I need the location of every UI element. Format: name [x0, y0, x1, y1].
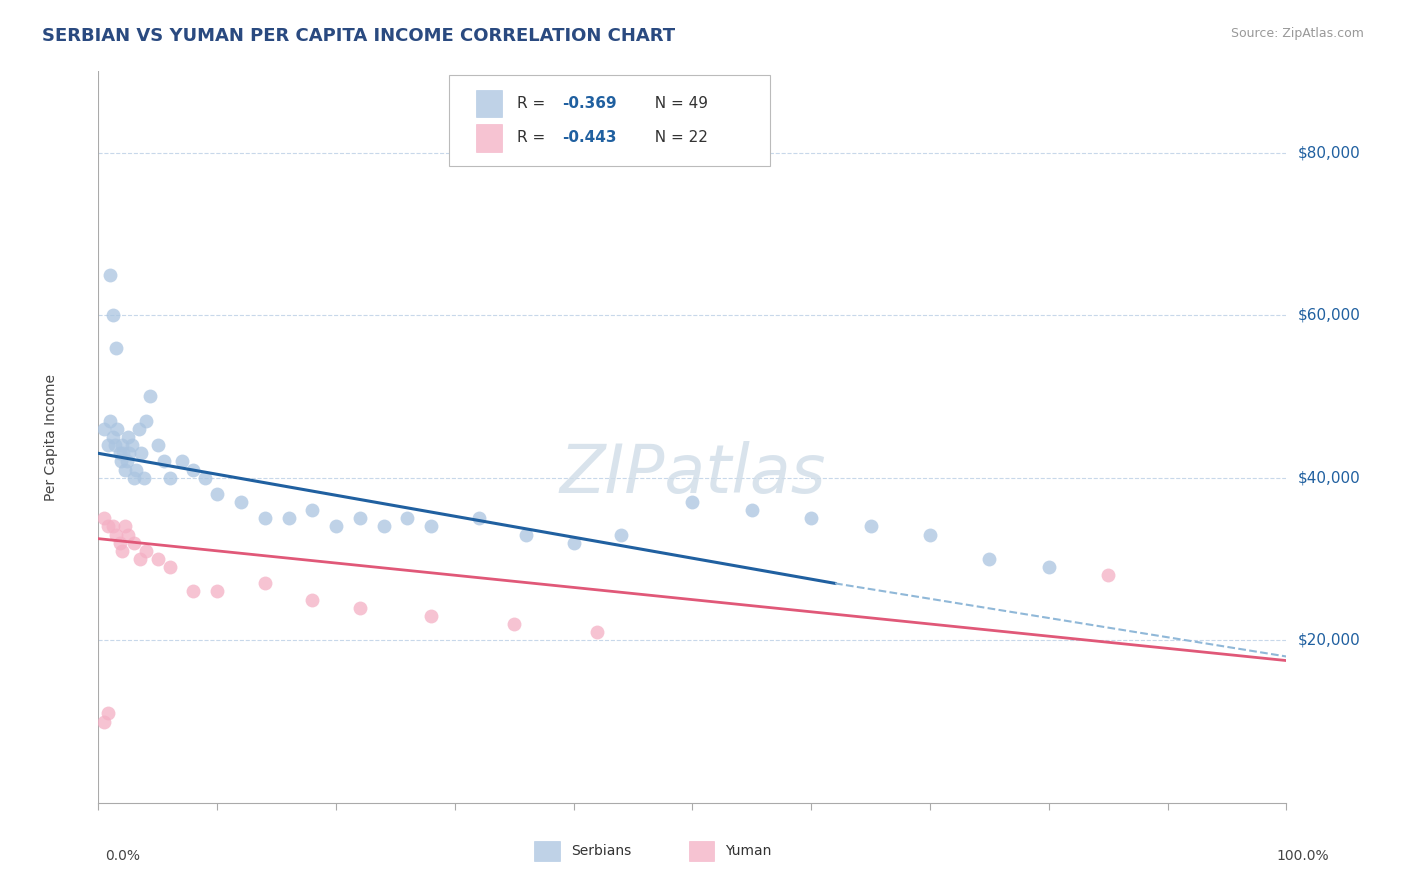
- Point: [1097, 568, 1119, 582]
- Point: [98, 268, 121, 282]
- Text: N = 49: N = 49: [645, 96, 709, 111]
- Point: [93, 511, 115, 525]
- Text: $60,000: $60,000: [1298, 308, 1361, 323]
- FancyBboxPatch shape: [477, 89, 502, 118]
- Point: [146, 552, 169, 566]
- Point: [135, 544, 157, 558]
- Point: [859, 519, 882, 533]
- Point: [93, 714, 115, 729]
- Point: [117, 527, 139, 541]
- Point: [979, 552, 1001, 566]
- Text: Yuman: Yuman: [725, 844, 772, 858]
- Text: R =: R =: [516, 96, 550, 111]
- Point: [741, 503, 763, 517]
- Point: [515, 527, 537, 541]
- Point: [681, 495, 703, 509]
- Point: [101, 430, 124, 444]
- Point: [105, 341, 128, 355]
- Point: [152, 454, 174, 468]
- Point: [118, 446, 141, 460]
- Point: [503, 617, 526, 632]
- Point: [183, 462, 205, 476]
- Point: [114, 462, 136, 476]
- Text: -0.443: -0.443: [562, 130, 616, 145]
- Point: [105, 527, 128, 541]
- Point: [349, 511, 371, 525]
- Point: [420, 519, 443, 533]
- Text: $80,000: $80,000: [1298, 145, 1361, 161]
- Text: $40,000: $40,000: [1298, 470, 1361, 485]
- Text: Serbians: Serbians: [571, 844, 631, 858]
- Point: [207, 487, 229, 501]
- Text: Per Capita Income: Per Capita Income: [44, 374, 58, 500]
- Text: N = 22: N = 22: [645, 130, 707, 145]
- Point: [277, 511, 299, 525]
- Point: [301, 592, 323, 607]
- Point: [110, 454, 132, 468]
- Text: $20,000: $20,000: [1298, 632, 1361, 648]
- Point: [125, 462, 148, 476]
- Point: [229, 495, 252, 509]
- Point: [97, 519, 120, 533]
- Point: [562, 535, 585, 549]
- Text: 100.0%: 100.0%: [1277, 849, 1329, 863]
- Point: [194, 471, 217, 485]
- Text: 0.0%: 0.0%: [105, 849, 141, 863]
- Point: [122, 535, 145, 549]
- FancyBboxPatch shape: [449, 75, 769, 167]
- Point: [373, 519, 395, 533]
- Point: [207, 584, 229, 599]
- Point: [253, 511, 276, 525]
- Point: [104, 438, 127, 452]
- Point: [117, 430, 139, 444]
- Point: [920, 527, 942, 541]
- Point: [101, 519, 124, 533]
- Text: ZIPatlas: ZIPatlas: [560, 441, 825, 507]
- Point: [114, 519, 136, 533]
- FancyBboxPatch shape: [477, 124, 502, 152]
- Point: [396, 511, 419, 525]
- Point: [159, 471, 181, 485]
- Point: [128, 422, 150, 436]
- Point: [93, 422, 115, 436]
- Point: [610, 527, 633, 541]
- Point: [467, 511, 489, 525]
- Point: [111, 438, 134, 452]
- Point: [111, 544, 134, 558]
- Point: [129, 446, 152, 460]
- Point: [159, 560, 181, 574]
- Point: [135, 414, 157, 428]
- Text: SERBIAN VS YUMAN PER CAPITA INCOME CORRELATION CHART: SERBIAN VS YUMAN PER CAPITA INCOME CORRE…: [42, 27, 675, 45]
- Point: [115, 454, 138, 468]
- Point: [129, 552, 152, 566]
- Point: [420, 608, 443, 623]
- Point: [122, 471, 145, 485]
- Point: [170, 454, 193, 468]
- Text: R =: R =: [516, 130, 550, 145]
- Point: [183, 584, 205, 599]
- Point: [800, 511, 823, 525]
- Point: [325, 519, 347, 533]
- Text: Source: ZipAtlas.com: Source: ZipAtlas.com: [1230, 27, 1364, 40]
- Point: [97, 706, 120, 721]
- Point: [101, 308, 124, 322]
- Point: [98, 414, 121, 428]
- Point: [1038, 560, 1060, 574]
- Text: -0.369: -0.369: [562, 96, 616, 111]
- Point: [112, 446, 135, 460]
- Point: [349, 600, 371, 615]
- Point: [107, 422, 129, 436]
- Point: [108, 535, 131, 549]
- Point: [97, 438, 120, 452]
- Point: [301, 503, 323, 517]
- Point: [253, 576, 276, 591]
- Point: [132, 471, 155, 485]
- Point: [138, 389, 160, 403]
- Point: [146, 438, 169, 452]
- Point: [108, 446, 131, 460]
- Point: [121, 438, 143, 452]
- Point: [586, 625, 609, 640]
